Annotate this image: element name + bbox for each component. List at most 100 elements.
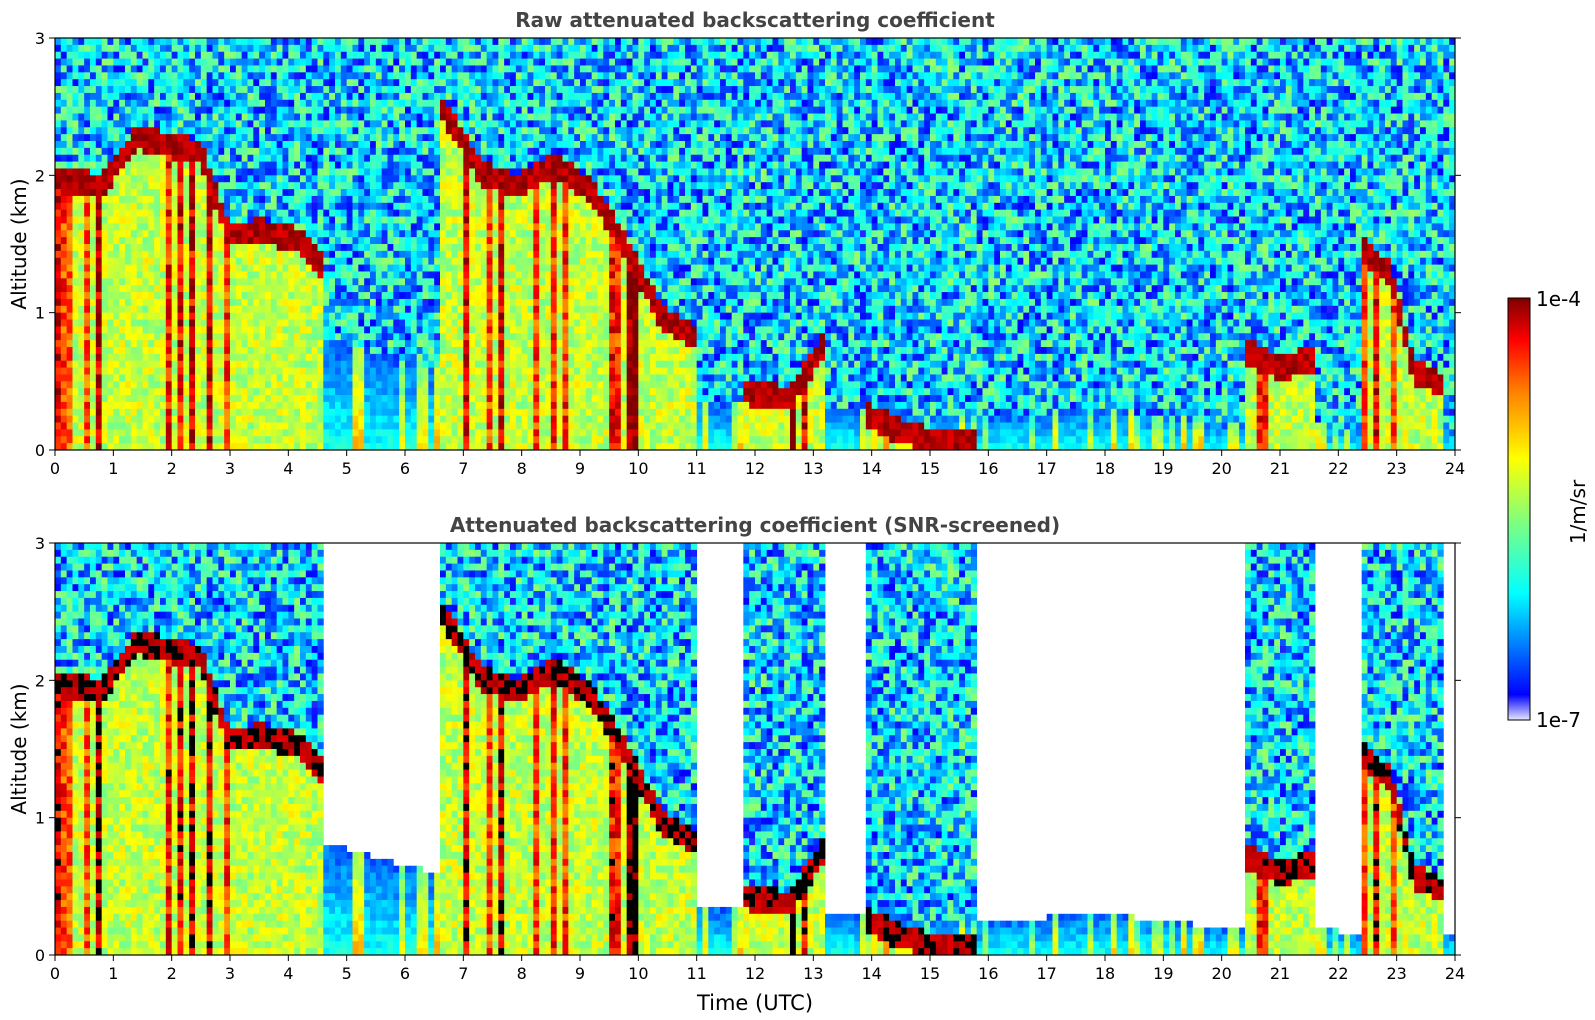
heatmap-cell [148,202,155,211]
heatmap-cell [381,161,388,169]
heatmap-cell [422,264,429,272]
heatmap-cell [428,44,435,53]
heatmap-cell [445,161,453,169]
heatmap-cell [253,92,260,101]
heatmap-cell [335,367,342,375]
heatmap-cell [288,92,295,101]
heatmap-cell [66,395,73,403]
heatmap-cell [533,271,540,279]
heatmap-cell [294,347,301,355]
heatmap-cell [416,202,423,211]
heatmap-cell [486,86,493,94]
heatmap-cell [107,360,114,368]
heatmap-cell [288,340,295,348]
heatmap-cell [212,395,219,403]
heatmap-cell [416,237,423,245]
heatmap-cell [492,347,499,355]
heatmap-cell [387,367,394,375]
heatmap-cell [335,92,342,101]
heatmap-cell [434,436,441,444]
heatmap-cell [317,44,324,53]
heatmap-cell [154,127,161,135]
heatmap-cell [294,292,301,300]
heatmap-cell [521,319,528,327]
heatmap-cell [177,436,184,444]
heatmap-cell [101,72,108,80]
heatmap-cell [358,374,365,382]
heatmap-cell [364,367,371,375]
heatmap-cell [276,443,283,450]
heatmap-cell [125,278,132,286]
heatmap-cell [265,65,272,73]
heatmap-cell [358,422,365,430]
heatmap-cell [72,237,79,245]
heatmap-cell [405,99,412,108]
heatmap-cell [305,333,313,341]
heatmap-cell [440,347,447,355]
heatmap-cell [317,353,324,362]
heatmap-cell [486,161,493,169]
heatmap-cell [294,244,301,252]
heatmap-cell [84,285,91,293]
heatmap-cell [195,38,202,46]
heatmap-cell [364,298,371,307]
heatmap-cell [265,182,272,190]
heatmap-cell [55,401,62,410]
heatmap-cell [107,147,114,156]
heatmap-cell [165,216,173,224]
heatmap-cell [154,147,161,156]
heatmap-cell [84,388,91,396]
heatmap-cell [160,292,167,300]
heatmap-cell [463,99,470,108]
heatmap-cell [375,429,383,437]
heatmap-cell [352,120,359,128]
heatmap-cell [230,127,237,135]
heatmap-cell [445,223,453,231]
heatmap-cell [288,161,295,169]
heatmap-cell [288,237,295,245]
heatmap-cell [282,401,289,410]
heatmap-cell [445,120,453,128]
heatmap-cell [130,278,138,286]
heatmap-cell [270,195,278,204]
heatmap-cell [66,333,73,341]
heatmap-cell [335,106,342,114]
heatmap-cell [78,381,85,389]
heatmap-cell [270,127,278,135]
heatmap-cell [300,443,307,450]
heatmap-cell [218,44,225,53]
heatmap-cell [294,58,301,66]
heatmap-cell [224,182,231,190]
heatmap-cell [160,216,167,224]
heatmap-cell [294,271,301,279]
heatmap-cell [457,120,464,128]
heatmap-cell [247,264,254,272]
heatmap-cell [107,429,114,437]
heatmap-cell [224,340,231,348]
heatmap-cell [113,285,120,293]
heatmap-cell [440,223,447,231]
heatmap-cell [434,374,441,382]
heatmap-cell [148,443,155,450]
heatmap-cell [95,305,103,314]
heatmap-cell [276,51,283,59]
heatmap-cell [387,443,394,450]
heatmap-cell [515,312,523,320]
heatmap-cell [451,250,458,259]
heatmap-cell [288,347,295,355]
heatmap-cell [200,65,208,73]
heatmap-cell [358,340,365,348]
heatmap-cell [107,408,114,417]
heatmap-cell [235,202,243,211]
heatmap-cell [125,422,132,430]
heatmap-cell [527,374,534,382]
heatmap-cell [346,436,353,444]
heatmap-cell [55,161,62,169]
heatmap-cell [148,175,155,183]
heatmap-cell [381,216,388,224]
heatmap-cell [294,436,301,444]
heatmap-cell [475,395,482,403]
heatmap-cell [189,250,196,259]
heatmap-cell [475,51,482,59]
heatmap-cell [434,161,441,169]
